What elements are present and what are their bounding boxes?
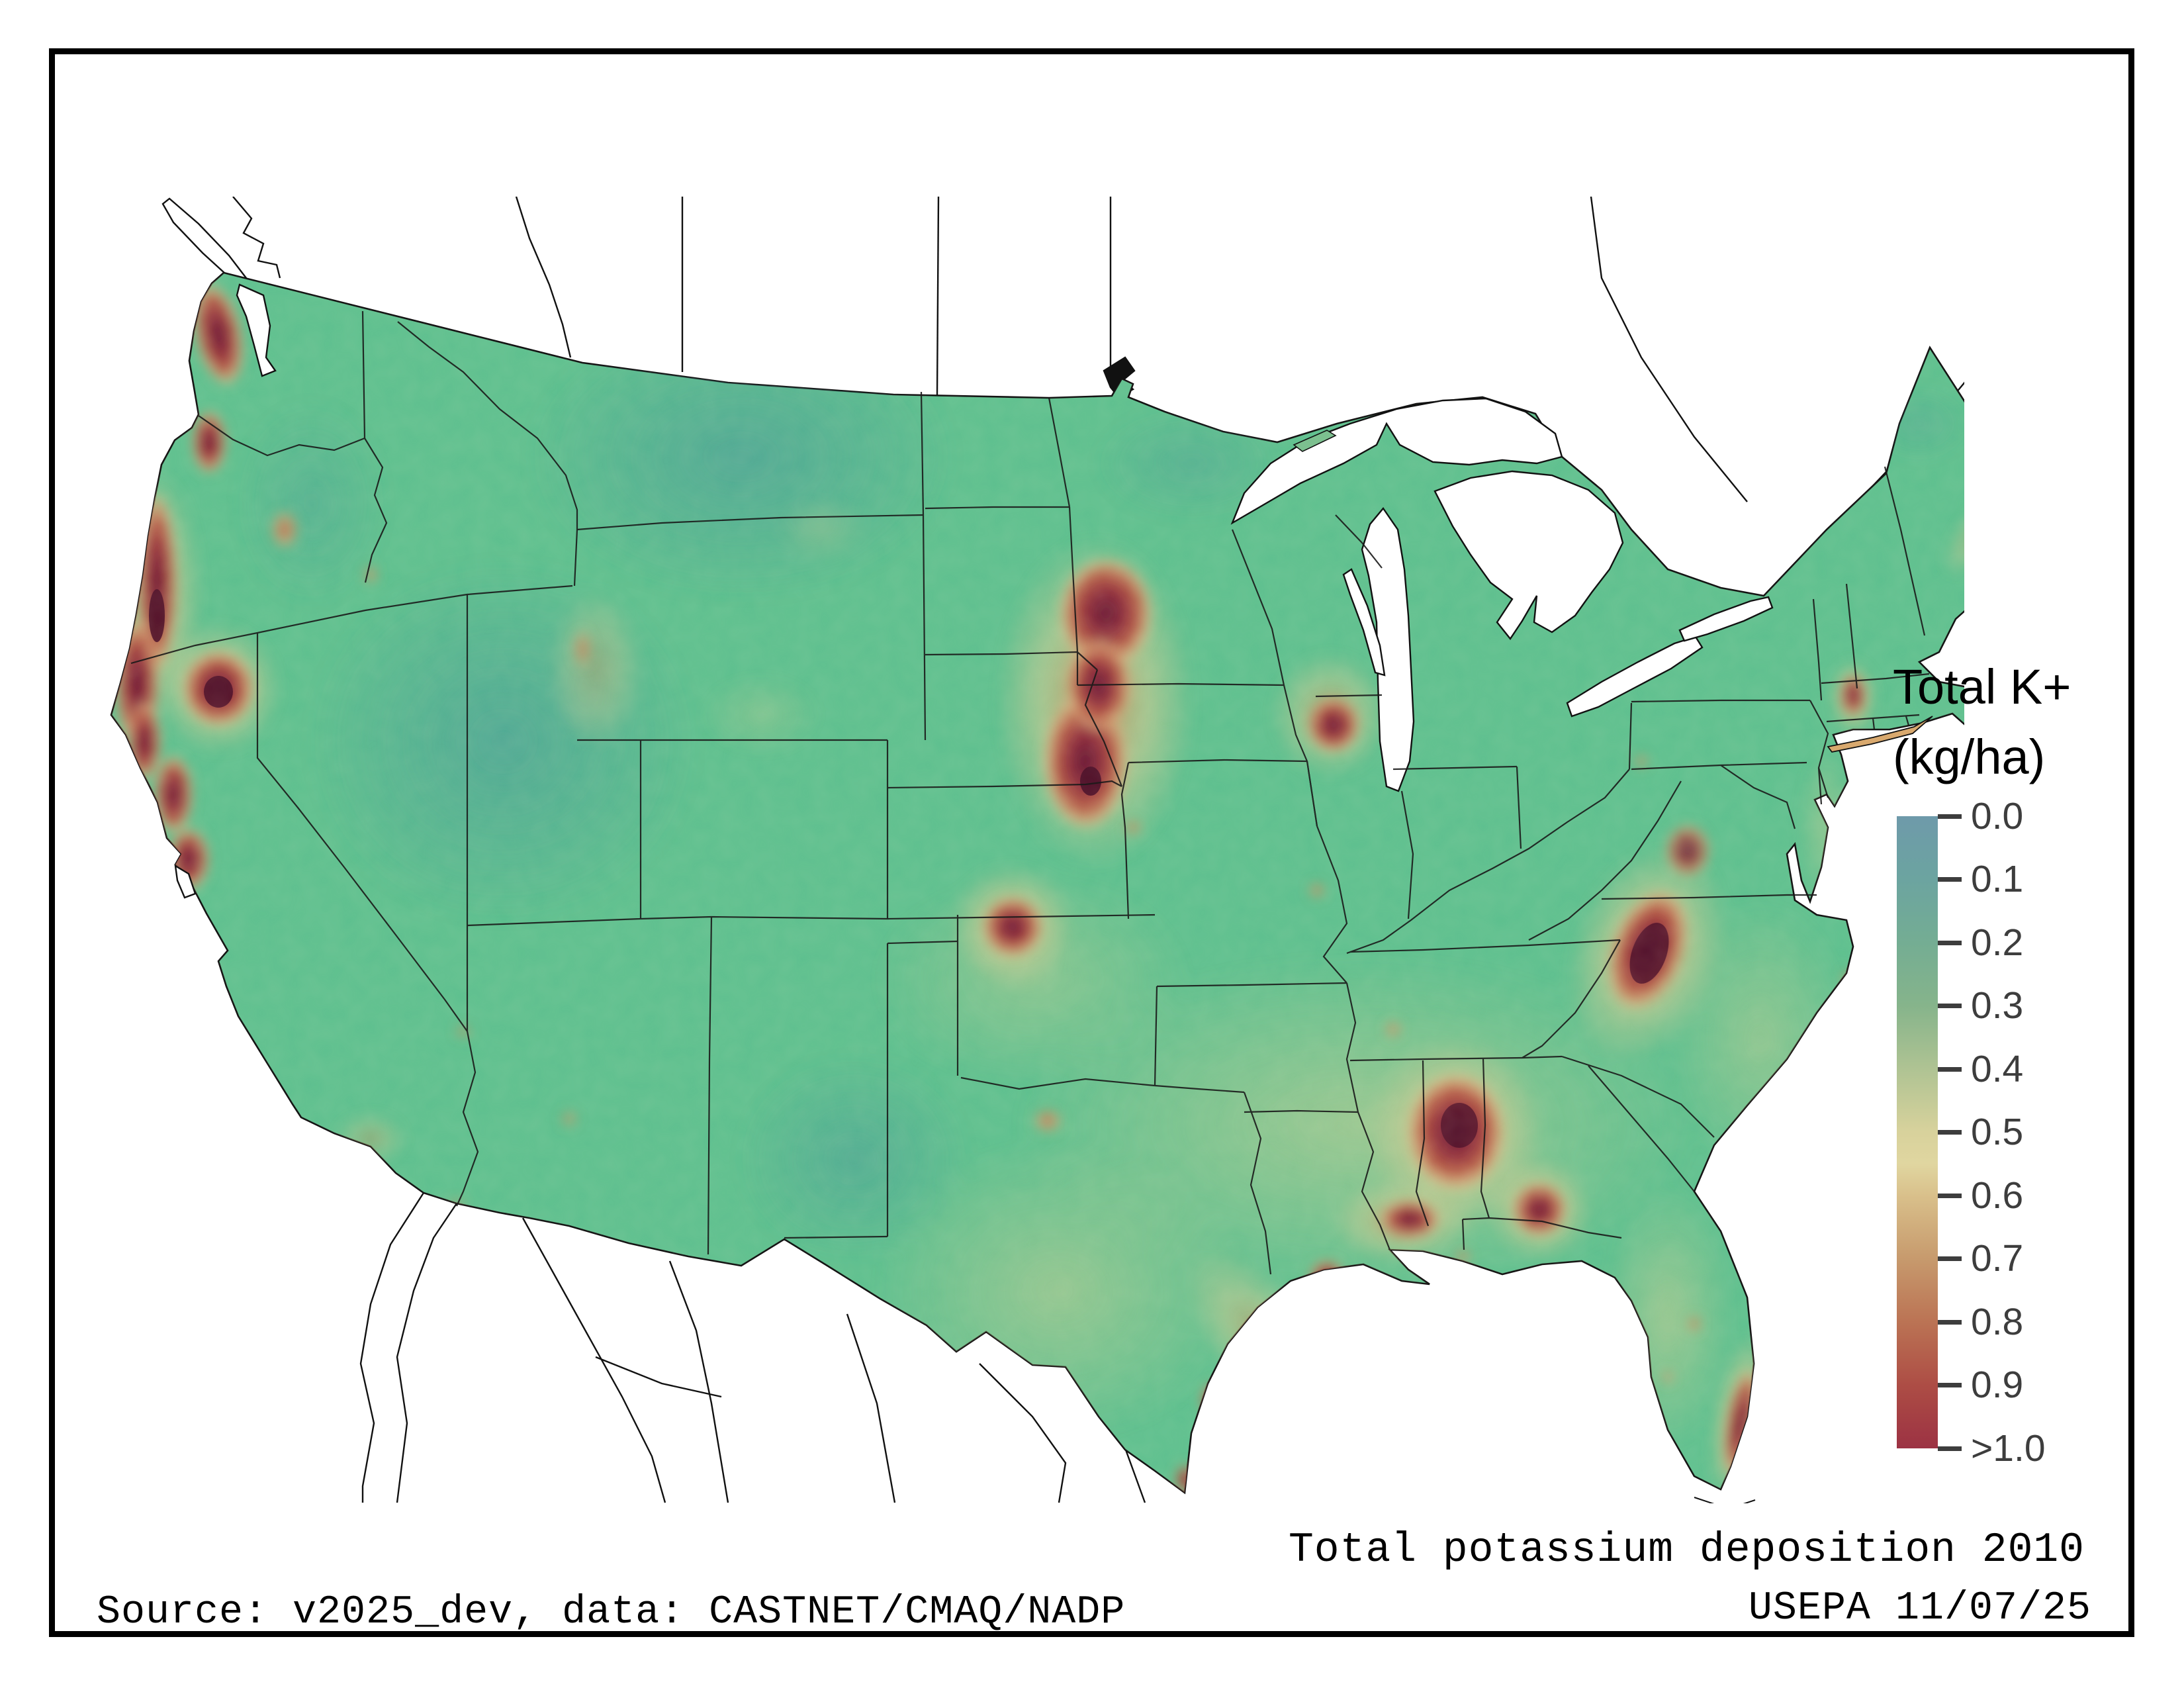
green-bay bbox=[1342, 568, 1386, 677]
lake-ontario bbox=[1678, 596, 1774, 642]
lake-michigan bbox=[1361, 507, 1415, 792]
legend-title-line1: Total K+ bbox=[1893, 659, 2071, 714]
tick-mark bbox=[1938, 1194, 1962, 1198]
tick-label-0.6: 0.6 bbox=[1971, 1174, 2024, 1217]
data-source-note: Source: v2025_dev, data: CASTNET/CMAQ/NA… bbox=[97, 1590, 1126, 1635]
tick-label-0.2: 0.2 bbox=[1971, 921, 2024, 964]
tick-mark bbox=[1938, 1256, 1962, 1261]
lake-huron bbox=[1433, 470, 1624, 641]
tick-label-0.4: 0.4 bbox=[1971, 1048, 2024, 1090]
legend-title: Total K+ (kg/ha) bbox=[1893, 652, 2131, 792]
tick-mark bbox=[1938, 1383, 1962, 1387]
colorbar bbox=[1897, 816, 1938, 1448]
long-island bbox=[1827, 716, 1933, 753]
puget-sound bbox=[236, 283, 277, 377]
tick-mark bbox=[1938, 1446, 1962, 1451]
lake-erie bbox=[1566, 635, 1704, 718]
tick-label-0.9: 0.9 bbox=[1971, 1364, 2024, 1406]
state-borders bbox=[130, 310, 1930, 1275]
tick-mark bbox=[1938, 1067, 1962, 1072]
legend-title-line2: (kg/ha) bbox=[1893, 729, 2046, 784]
isle-royale bbox=[1293, 430, 1337, 452]
tick-mark bbox=[1938, 941, 1962, 945]
tick-label-0.1: 0.1 bbox=[1971, 858, 2024, 900]
tick-mark bbox=[1938, 1320, 1962, 1325]
tick-label-gt1.0: >1.0 bbox=[1971, 1427, 2046, 1470]
tick-label-0.0: 0.0 bbox=[1971, 795, 2024, 837]
figure-frame bbox=[49, 48, 2134, 1637]
tick-label-0.8: 0.8 bbox=[1971, 1301, 2024, 1343]
tick-mark bbox=[1938, 814, 1962, 819]
florida-keys bbox=[1694, 1497, 1756, 1503]
tick-label-0.7: 0.7 bbox=[1971, 1237, 2024, 1280]
agency-date-credit: USEPA 11/07/25 bbox=[1748, 1586, 2091, 1631]
tick-mark bbox=[1938, 1130, 1962, 1135]
figure-caption: Total potassium deposition 2010 bbox=[1289, 1526, 2085, 1573]
tick-mark bbox=[1938, 877, 1962, 882]
sf-bay bbox=[174, 864, 197, 899]
tick-label-0.3: 0.3 bbox=[1971, 984, 2024, 1027]
great-lakes bbox=[174, 283, 1774, 899]
tick-mark bbox=[1938, 1004, 1962, 1008]
tick-label-0.5: 0.5 bbox=[1971, 1111, 2024, 1153]
